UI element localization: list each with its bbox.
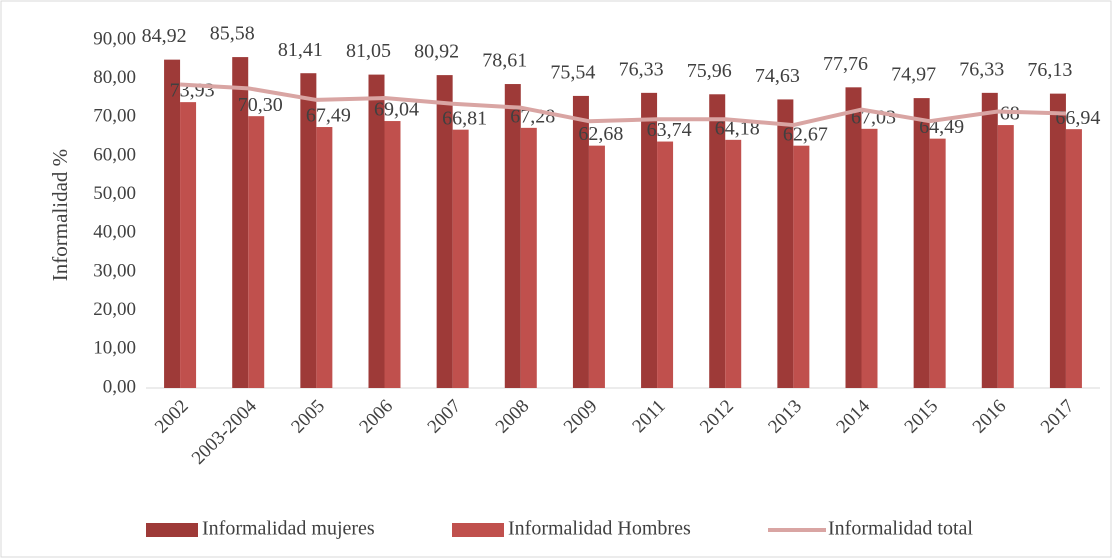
data-label: 85,58 [210, 23, 255, 45]
bar [452, 129, 469, 388]
bar [232, 57, 249, 388]
x-tick-label: 2006 [355, 396, 397, 438]
bar [657, 141, 674, 388]
data-label: 77,76 [823, 53, 868, 75]
bar [1065, 129, 1082, 388]
data-label: 63,74 [647, 119, 692, 141]
bar [316, 127, 333, 388]
data-label: 73,93 [170, 80, 215, 102]
x-tick-label: 2009 [560, 396, 602, 438]
bar [641, 92, 658, 388]
legend-label: Informalidad mujeres [202, 518, 375, 540]
x-tick-label: 2005 [287, 396, 329, 438]
data-label: 76,33 [959, 58, 1004, 80]
bar [368, 74, 385, 389]
y-tick-label: 60,00 [93, 144, 136, 165]
x-tick-label: 2003-2004 [188, 395, 261, 468]
x-tick-label: 2007 [424, 396, 466, 438]
y-axis-label: Informalidad % [48, 149, 72, 281]
bar [709, 94, 726, 389]
bar [997, 125, 1014, 389]
bar [572, 95, 589, 389]
y-tick-label: 20,00 [93, 299, 136, 320]
data-label: 76,13 [1027, 59, 1072, 81]
legend-label: Informalidad Hombres [508, 518, 691, 540]
data-label: 78,61 [482, 50, 527, 72]
bar [504, 84, 521, 389]
x-tick-label: 2017 [1037, 396, 1079, 438]
data-label: 66,94 [1055, 107, 1100, 129]
bar [436, 75, 453, 388]
x-tick-label: 2012 [696, 396, 738, 438]
data-label: 62,68 [578, 123, 623, 145]
data-label: 81,05 [346, 40, 391, 62]
y-tick-label: 30,00 [93, 260, 136, 281]
y-tick-label: 0,00 [103, 376, 136, 397]
x-tick-label: 2013 [764, 396, 806, 438]
x-tick-label: 2002 [151, 396, 193, 438]
y-tick-label: 80,00 [93, 67, 136, 88]
bar [981, 92, 998, 388]
data-label: 62,67 [783, 123, 828, 145]
data-label: 74,97 [891, 64, 936, 86]
bar [164, 59, 181, 388]
bar [777, 99, 794, 388]
x-tick-label: 2011 [628, 396, 669, 437]
bar [300, 73, 317, 389]
bar [248, 116, 265, 388]
bar [180, 102, 197, 389]
y-tick-label: 40,00 [93, 222, 136, 243]
y-tick-label: 70,00 [93, 106, 136, 127]
y-tick-label: 50,00 [93, 183, 136, 204]
legend-swatch [452, 523, 504, 537]
bar [861, 128, 878, 389]
bar [520, 127, 537, 388]
bar [793, 145, 810, 388]
bar [1049, 93, 1066, 388]
bar [588, 145, 605, 388]
y-tick-label: 10,00 [93, 338, 136, 359]
legend-label: Informalidad total [828, 518, 973, 540]
line [179, 82, 1066, 128]
bar [725, 139, 742, 388]
x-tick-label: 2015 [901, 396, 943, 438]
data-label: 70,30 [238, 94, 283, 116]
data-label: 75,54 [550, 62, 595, 84]
data-label: 81,41 [278, 39, 323, 61]
data-label: 84,92 [142, 25, 187, 47]
bar [845, 87, 862, 388]
x-tick-label: 2014 [832, 395, 874, 437]
data-label: 67,49 [306, 105, 351, 127]
data-label: 74,63 [755, 65, 800, 87]
x-tick-label: 2008 [492, 396, 534, 438]
y-tick-label: 90,00 [93, 28, 136, 49]
data-label: 75,96 [687, 60, 732, 82]
data-label: 66,81 [442, 107, 487, 129]
bar [384, 121, 401, 388]
data-label: 69,04 [374, 99, 419, 121]
x-tick-label: 2016 [969, 396, 1011, 438]
bar [929, 138, 946, 388]
data-label: 76,33 [619, 58, 664, 80]
bar [913, 98, 930, 388]
legend-swatch [146, 523, 198, 537]
data-label: 80,92 [414, 41, 459, 63]
